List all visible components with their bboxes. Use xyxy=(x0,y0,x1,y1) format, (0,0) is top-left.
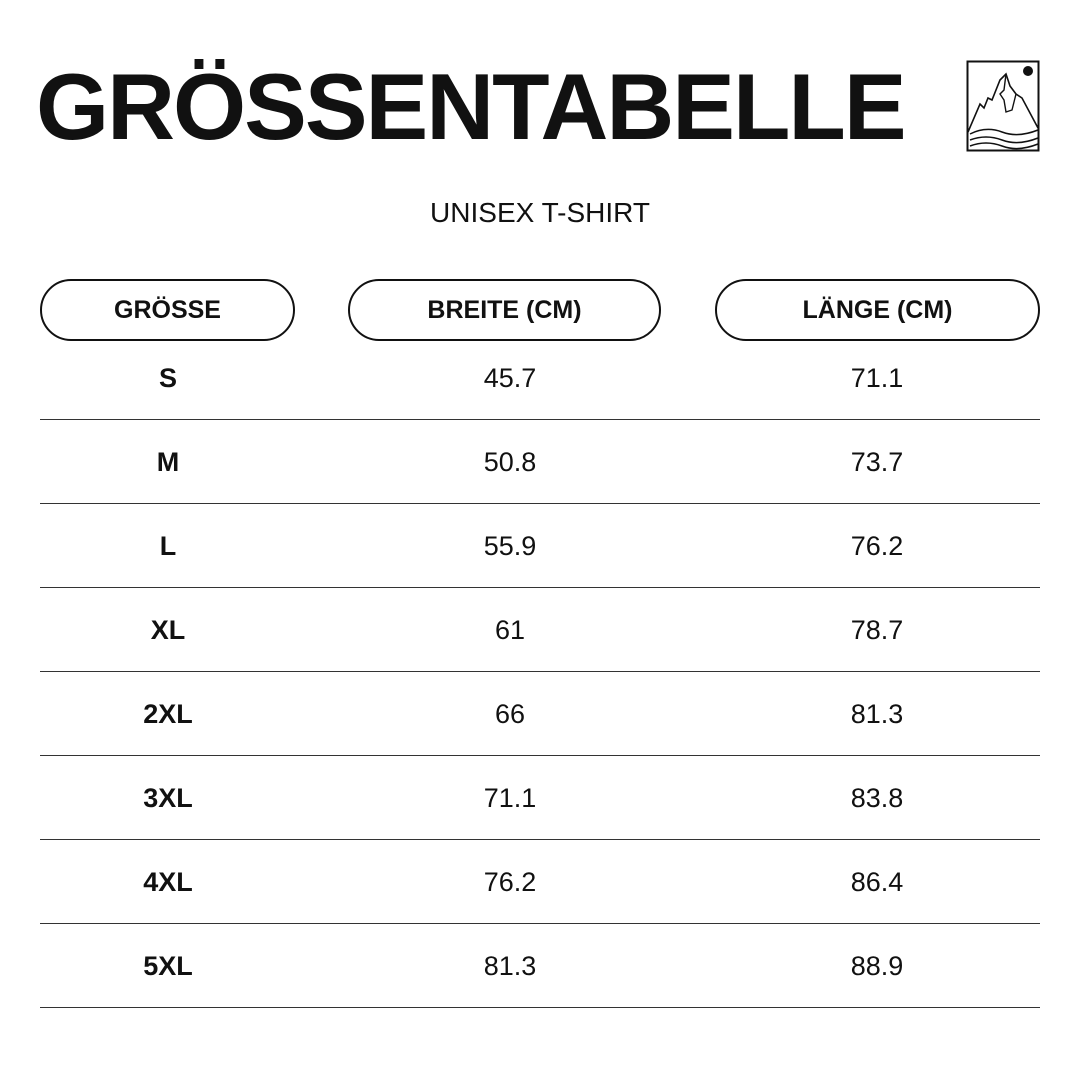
length-cell: 86.4 xyxy=(850,867,904,897)
width-cell: 81.3 xyxy=(483,951,537,981)
size-cell: 4XL xyxy=(143,867,193,897)
table-row: 3XL 71.1 83.8 xyxy=(40,756,1040,840)
table-row: L 55.9 76.2 xyxy=(40,504,1040,588)
table-row: 2XL 66 81.3 xyxy=(40,672,1040,756)
length-cell: 71.1 xyxy=(850,363,904,393)
size-cell: 2XL xyxy=(143,699,193,729)
table-row: 5XL 81.3 88.9 xyxy=(40,924,1040,1008)
table-row: S 45.7 71.1 xyxy=(40,336,1040,420)
width-cell: 71.1 xyxy=(483,783,537,813)
table-row: XL 61 78.7 xyxy=(40,588,1040,672)
header-length: LÄNGE (CM) xyxy=(715,279,1040,341)
width-cell: 50.8 xyxy=(483,447,537,477)
table-row: M 50.8 73.7 xyxy=(40,420,1040,504)
length-cell: 73.7 xyxy=(850,447,904,477)
size-cell: M xyxy=(156,447,180,477)
size-cell: 5XL xyxy=(143,951,193,981)
page-title: GRÖSSENTABELLE xyxy=(36,54,907,159)
length-cell: 88.9 xyxy=(850,951,904,981)
width-cell: 55.9 xyxy=(483,531,537,561)
size-table: S 45.7 71.1 M 50.8 73.7 L 55.9 76.2 XL 61 78.7 2XL 66… xyxy=(40,336,1040,1008)
size-cell: L xyxy=(159,531,177,561)
size-cell: 3XL xyxy=(143,783,193,813)
header-width: BREITE (CM) xyxy=(348,279,661,341)
size-cell: XL xyxy=(150,615,186,645)
width-cell: 76.2 xyxy=(483,867,537,897)
length-cell: 81.3 xyxy=(850,699,904,729)
header-size: GRÖSSE xyxy=(40,279,295,341)
length-cell: 83.8 xyxy=(850,783,904,813)
length-cell: 76.2 xyxy=(850,531,904,561)
table-row: 4XL 76.2 86.4 xyxy=(40,840,1040,924)
width-cell: 61 xyxy=(494,615,526,645)
length-cell: 78.7 xyxy=(850,615,904,645)
size-cell: S xyxy=(158,363,178,393)
width-cell: 66 xyxy=(494,699,526,729)
product-subtitle: UNISEX T-SHIRT xyxy=(430,197,650,228)
mountain-logo-icon xyxy=(966,60,1040,152)
width-cell: 45.7 xyxy=(483,363,537,393)
